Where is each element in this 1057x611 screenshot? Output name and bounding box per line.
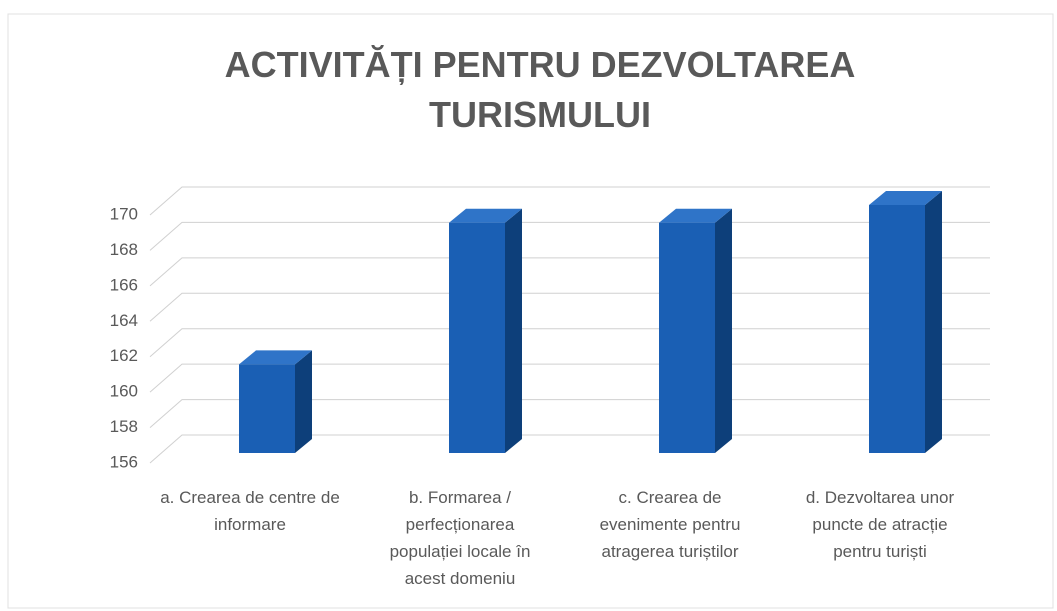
bar <box>869 191 942 453</box>
bar-top <box>449 208 522 223</box>
bar <box>239 350 312 453</box>
x-tick-label: d. Dezvoltarea unor puncte de atracție p… <box>805 488 955 561</box>
grid-line <box>149 221 990 251</box>
y-tick-label: 162 <box>110 346 138 365</box>
bar-side <box>715 208 732 453</box>
y-tick-label: 168 <box>110 240 138 259</box>
y-tick-label: 166 <box>110 275 138 294</box>
bar <box>659 208 732 453</box>
bar-side <box>505 208 522 453</box>
bar-front <box>449 222 505 453</box>
frame <box>7 13 1054 609</box>
y-tick-label: 170 <box>110 204 138 223</box>
bar-top <box>239 350 312 365</box>
grid-line <box>149 257 990 287</box>
chart-title: ACTIVITĂȚI PENTRU DEZVOLTAREA TURISMULUI <box>224 44 856 135</box>
x-tick-label: c. Crearea de evenimente pentru atragere… <box>599 488 741 561</box>
bar-side <box>295 350 312 453</box>
bar-front <box>659 222 715 453</box>
grid-line <box>149 186 990 216</box>
bar-top <box>869 191 942 205</box>
y-tick-label: 156 <box>110 452 138 471</box>
x-tick-label: a. Crearea de centre de informare <box>160 488 340 534</box>
y-tick-label: 164 <box>110 311 138 330</box>
bar-top <box>659 208 732 223</box>
bar-front <box>239 364 295 453</box>
grid-line <box>149 292 990 322</box>
bar-front <box>869 205 925 453</box>
y-tick-label: 158 <box>110 417 138 436</box>
bar-side <box>925 191 942 453</box>
bar <box>449 208 522 453</box>
x-tick-label: b. Formarea / perfecționarea populației … <box>389 488 531 588</box>
y-tick-label: 160 <box>110 382 138 401</box>
